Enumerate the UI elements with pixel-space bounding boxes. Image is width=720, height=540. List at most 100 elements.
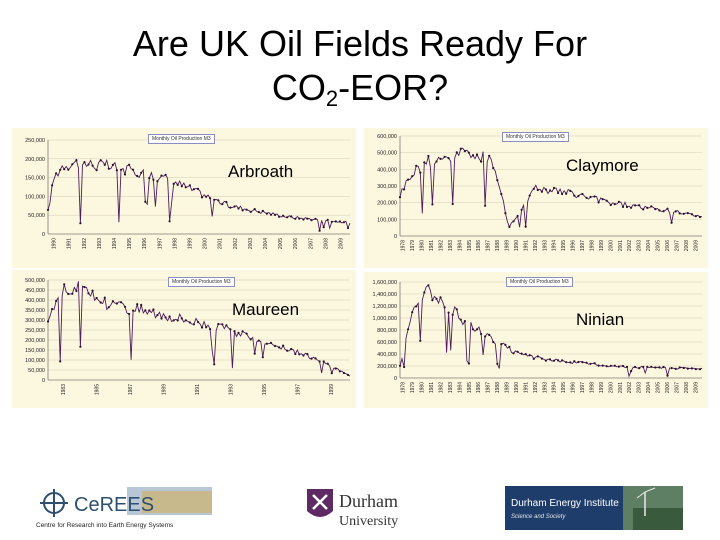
data-point <box>346 226 350 230</box>
data-point <box>686 212 689 215</box>
x-tick-label: 2006 <box>665 240 671 251</box>
y-tick-label: 200,000 <box>377 364 397 370</box>
y-tick-label: 350,000 <box>25 308 45 314</box>
data-point <box>488 154 491 157</box>
x-tick-label: 1983 <box>61 384 67 395</box>
data-point <box>654 208 657 211</box>
x-tick-label: 1981 <box>429 382 435 393</box>
data-point <box>593 362 596 365</box>
x-tick-label: 2006 <box>665 382 671 393</box>
data-point <box>330 372 333 375</box>
x-tick-label: 2008 <box>684 382 690 393</box>
data-point <box>520 352 523 355</box>
data-point <box>666 374 669 377</box>
data-point <box>233 330 236 333</box>
data-point <box>132 309 135 312</box>
data-point <box>544 359 547 362</box>
data-point <box>573 360 576 363</box>
data-point <box>589 362 592 365</box>
data-point <box>670 221 673 224</box>
data-point <box>71 163 74 166</box>
data-point <box>484 204 487 207</box>
y-tick-label: 600,000 <box>377 134 397 140</box>
x-tick-label: 1989 <box>161 384 167 395</box>
y-tick-label: 300,000 <box>377 184 397 190</box>
ceress-tagline: Centre for Research into Earth Energy Sy… <box>36 522 174 529</box>
data-point <box>690 213 693 216</box>
data-point <box>500 192 503 196</box>
data-point <box>286 349 289 352</box>
x-tick-label: 1991 <box>195 384 201 395</box>
data-point <box>548 358 552 361</box>
data-point <box>407 178 410 181</box>
x-tick-label: 1991 <box>523 240 529 251</box>
data-point <box>192 188 195 191</box>
x-tick-label: 1982 <box>438 240 444 251</box>
data-point <box>654 366 657 369</box>
data-point <box>55 172 58 175</box>
data-point <box>63 168 66 171</box>
data-point <box>164 173 167 176</box>
data-point <box>496 362 499 365</box>
data-point <box>569 361 572 364</box>
x-tick-label: 1994 <box>552 240 558 251</box>
x-tick-label: 1997 <box>580 240 586 251</box>
x-tick-label: 2007 <box>308 238 314 249</box>
data-point <box>205 195 208 198</box>
data-point <box>95 296 98 300</box>
data-point <box>205 326 208 329</box>
data-point <box>269 341 273 344</box>
data-point <box>605 199 608 202</box>
data-point <box>99 301 102 304</box>
data-point <box>658 209 661 212</box>
data-point <box>504 343 507 346</box>
data-point <box>342 221 345 224</box>
data-point <box>342 371 345 375</box>
data-point <box>51 307 54 311</box>
data-point <box>144 200 147 203</box>
x-tick-label: 1985 <box>94 384 100 395</box>
data-point <box>225 324 228 327</box>
data-point <box>439 157 442 160</box>
data-point <box>136 174 139 178</box>
y-tick-label: 250,000 <box>25 328 45 334</box>
data-point <box>103 296 106 299</box>
x-tick-label: 1985 <box>467 240 473 251</box>
x-tick-label: 1984 <box>457 240 463 251</box>
data-point <box>520 208 523 211</box>
data-point <box>690 367 693 370</box>
data-point <box>609 364 612 367</box>
data-point <box>581 192 584 196</box>
x-tick-label: 1987 <box>486 240 492 251</box>
data-point <box>314 217 317 220</box>
data-point <box>480 160 483 163</box>
x-tick-label: 2003 <box>637 240 643 251</box>
data-point <box>423 291 426 294</box>
data-point <box>119 301 123 304</box>
x-tick-label: 1978 <box>401 382 407 393</box>
data-point <box>646 365 649 368</box>
y-tick-label: 500,000 <box>25 278 45 284</box>
x-tick-label: 1979 <box>410 240 416 251</box>
data-point <box>471 328 475 331</box>
data-point <box>674 367 677 370</box>
data-point <box>290 215 293 218</box>
data-point <box>508 345 511 348</box>
data-point <box>662 365 665 369</box>
title-eor: -EOR? <box>338 67 449 108</box>
data-point <box>136 303 139 306</box>
y-tick-label: 300,000 <box>25 318 45 324</box>
title-co: CO <box>271 67 326 108</box>
data-point <box>119 168 123 171</box>
data-point <box>314 357 317 360</box>
data-point <box>484 335 487 338</box>
data-point <box>528 194 531 197</box>
ceress-name: CeREES <box>74 494 154 516</box>
data-point <box>253 208 256 211</box>
data-point <box>427 154 430 158</box>
data-point <box>658 366 661 369</box>
x-tick-label: 1997 <box>157 238 163 249</box>
ceress-logo: CeREES Centre for Research into Earth En… <box>32 487 212 531</box>
y-tick-label: 1,600,000 <box>373 280 397 286</box>
data-point <box>548 189 552 192</box>
